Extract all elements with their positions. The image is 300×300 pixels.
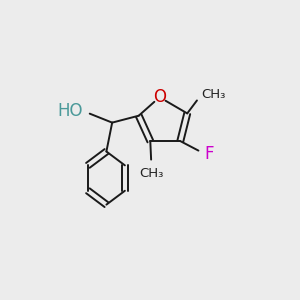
Text: O: O <box>153 88 166 106</box>
Text: CH₃: CH₃ <box>201 88 226 101</box>
Text: HO: HO <box>58 102 83 120</box>
Text: CH₃: CH₃ <box>139 167 164 179</box>
Text: F: F <box>205 145 214 163</box>
